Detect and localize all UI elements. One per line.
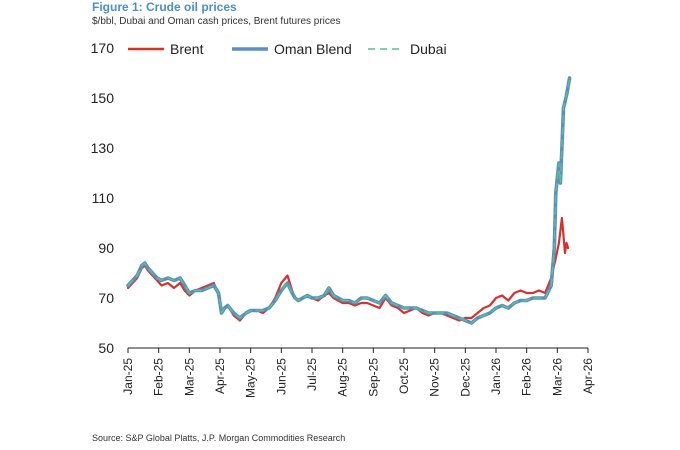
series-line-oman-blend [126,76,572,325]
series-line-dubai [127,77,571,324]
x-tick-label: Jun-25 [274,358,288,395]
x-tick-label: Apr-25 [213,358,227,394]
x-tick-label: Sep-25 [366,358,380,397]
chart-subtitle: $/bbl, Dubai and Oman cash prices, Brent… [92,16,341,27]
x-tick-label: Nov-25 [428,358,442,397]
x-axis: Jan-25 Feb-25 Mar-25 Apr-25 May-25 Jun-25 Jul-… [121,347,595,398]
x-tick-label: Mar-25 [182,358,196,396]
y-tick-label: 70 [98,290,114,306]
x-tick-label: Feb-25 [152,358,166,396]
x-tick-label: Dec-25 [458,358,472,397]
y-tick-label: 50 [98,340,114,356]
legend-label-dubai: Dubai [410,41,447,57]
x-tick-label: Aug-25 [336,358,350,397]
legend-label-oman-blend: Oman Blend [274,41,352,57]
y-tick-label: 150 [91,90,115,106]
x-tick-label: Jul-25 [305,358,319,391]
x-tick-label: Oct-25 [397,358,411,394]
legend: Brent Oman Blend Dubai [128,41,447,57]
x-tick-label: Mar-26 [550,358,564,396]
source-note: Source: S&P Global Platts, J.P. Morgan C… [92,433,346,443]
y-tick-label: 130 [91,140,115,156]
x-tick-label: Jan-25 [121,358,135,395]
x-tick-label: Apr-26 [581,358,595,394]
chart-title: Figure 1: Crude oil prices [92,0,237,14]
x-tick-label: Feb-26 [520,358,534,396]
x-tick-label: Jan-26 [489,358,503,395]
legend-label-brent: Brent [170,41,204,57]
y-tick-label: 110 [92,190,115,206]
y-tick-label: 170 [91,40,115,56]
series-layer [126,76,572,325]
x-tick-label: May-25 [244,358,258,398]
y-axis: 50 70 90 110 130 150 170 [91,40,115,356]
y-tick-label: 90 [98,240,114,256]
